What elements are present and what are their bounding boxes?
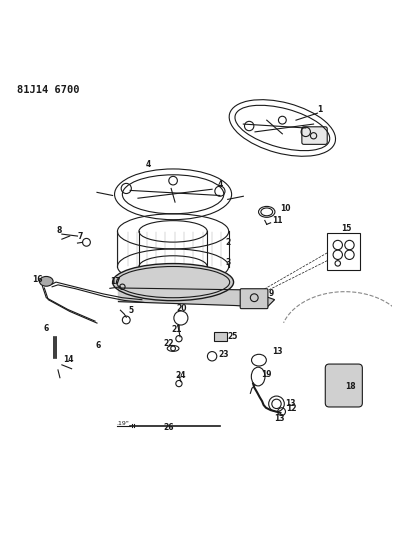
Text: 22: 22 bbox=[163, 340, 174, 349]
FancyBboxPatch shape bbox=[240, 289, 268, 309]
Text: 17: 17 bbox=[111, 277, 121, 286]
Text: 21: 21 bbox=[171, 325, 182, 334]
Text: 9: 9 bbox=[269, 289, 274, 298]
Text: 16: 16 bbox=[32, 275, 42, 284]
Text: 81J14 6700: 81J14 6700 bbox=[17, 85, 79, 95]
Text: 14: 14 bbox=[63, 355, 73, 364]
Text: 3: 3 bbox=[226, 257, 231, 266]
Text: 4: 4 bbox=[146, 160, 151, 169]
Polygon shape bbox=[118, 288, 275, 308]
Text: 25: 25 bbox=[227, 332, 237, 341]
Text: 4: 4 bbox=[218, 180, 223, 189]
Bar bbox=[327, 233, 360, 270]
Text: 5: 5 bbox=[128, 306, 133, 316]
Text: 26: 26 bbox=[163, 423, 174, 432]
Text: 18: 18 bbox=[345, 382, 355, 391]
Text: 13: 13 bbox=[285, 399, 296, 408]
Text: 20: 20 bbox=[176, 304, 187, 313]
Text: 15: 15 bbox=[341, 224, 351, 232]
Text: 24: 24 bbox=[175, 372, 185, 381]
Text: .19": .19" bbox=[116, 421, 129, 426]
Text: 2: 2 bbox=[226, 238, 231, 247]
FancyBboxPatch shape bbox=[325, 364, 362, 407]
Text: 13: 13 bbox=[273, 348, 283, 356]
Text: 7: 7 bbox=[77, 232, 83, 241]
Text: 13: 13 bbox=[274, 414, 284, 423]
Text: 10: 10 bbox=[280, 204, 291, 213]
Text: 6: 6 bbox=[44, 324, 49, 333]
Text: 11: 11 bbox=[273, 216, 283, 225]
Text: 1: 1 bbox=[318, 106, 323, 115]
FancyBboxPatch shape bbox=[302, 127, 327, 144]
Ellipse shape bbox=[113, 264, 233, 301]
Text: 23: 23 bbox=[218, 350, 228, 359]
Text: 8: 8 bbox=[56, 225, 61, 235]
Bar bbox=[214, 332, 226, 341]
Text: 12: 12 bbox=[286, 404, 297, 413]
Text: 6: 6 bbox=[95, 342, 100, 350]
Text: 19: 19 bbox=[261, 369, 272, 378]
Ellipse shape bbox=[39, 277, 53, 286]
